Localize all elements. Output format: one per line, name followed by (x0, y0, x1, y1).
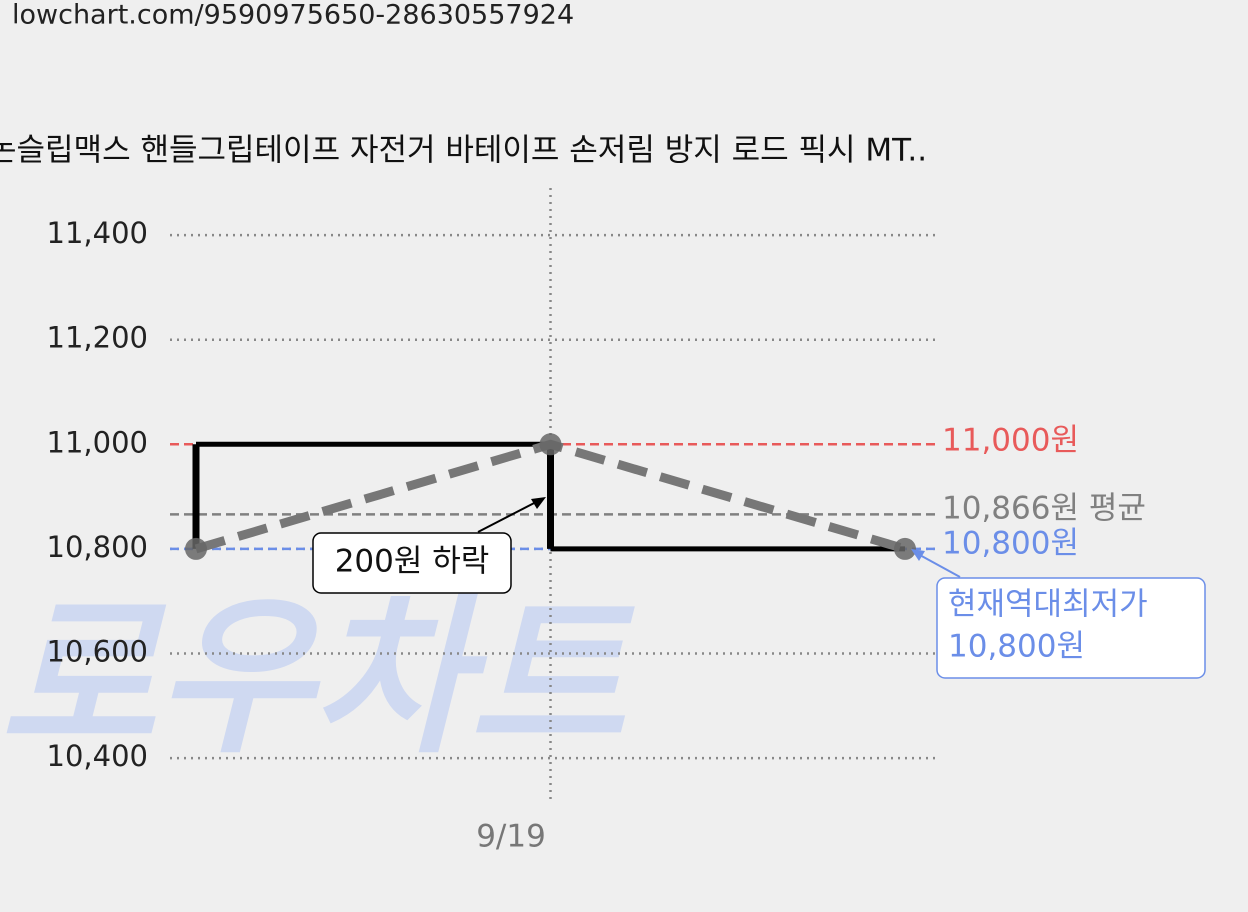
y-tick-label: 10,600 (47, 635, 148, 669)
annotation-text: 200원 하락 (335, 544, 490, 580)
point (185, 537, 207, 560)
reference-label: 10,866원 평균 (942, 491, 1146, 527)
url: lowchart.com/9590975650-28630557924 (12, 0, 574, 31)
arrow-head (911, 549, 925, 561)
y-tick-label: 11,400 (47, 216, 148, 250)
reference-label: 10,800원 (942, 526, 1079, 562)
annotation-arrow (477, 499, 541, 533)
y-tick-label: 11,200 (47, 321, 148, 355)
chart-title: 논슬립맥스 핸들그립테이프 자전거 바테이프 손저림 방지 로드 픽시 MT.. (0, 133, 927, 169)
x-tick-label: 9/19 (476, 819, 546, 855)
y-tick-label: 10,400 (47, 739, 148, 773)
annotation-text: 현재역대최저가 (948, 587, 1148, 623)
reference-label: 11,000원 (942, 423, 1079, 459)
y-tick-label: 10,800 (47, 530, 148, 564)
annotation-arrow (917, 553, 961, 578)
watermark: 로우차트 (0, 579, 635, 777)
annotation-box (936, 577, 1206, 679)
y-tick-label: 11,000 (47, 425, 148, 459)
point (894, 537, 916, 560)
arrow-head (531, 497, 546, 509)
annotation-text: 10,800원 (948, 629, 1085, 665)
point (539, 433, 562, 456)
annotation-box (312, 532, 512, 594)
